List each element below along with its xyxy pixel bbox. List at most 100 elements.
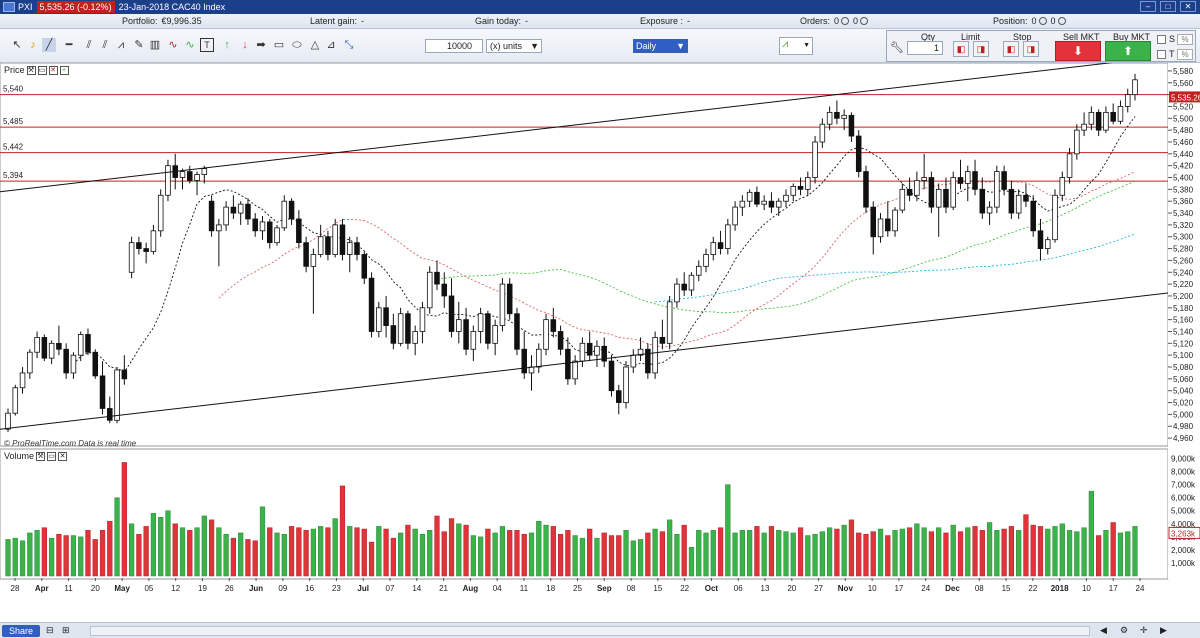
line-icon[interactable]: ╱ bbox=[42, 38, 56, 52]
ellipse-icon[interactable]: ⬭ bbox=[292, 39, 302, 51]
settings-icon[interactable]: ⚙ bbox=[1120, 625, 1129, 635]
chart-scrollbar[interactable] bbox=[90, 626, 1090, 636]
price-volume-chart[interactable]: 5,580 5,560 5,540 5,520 5,500 5,480 5,460 5,440… bbox=[0, 63, 1200, 622]
candle-body bbox=[1059, 177, 1066, 196]
channel-icon[interactable]: ⫽ bbox=[102, 39, 108, 51]
brush-icon[interactable]: ✎ bbox=[134, 39, 144, 51]
y-axis-area bbox=[1168, 63, 1200, 579]
volume-bar bbox=[310, 528, 316, 577]
zoom-in-icon[interactable]: ⊞ bbox=[62, 625, 70, 635]
triangle-icon[interactable]: △ bbox=[310, 39, 320, 51]
candle-body bbox=[965, 171, 971, 184]
volume-bar bbox=[412, 528, 418, 577]
text-icon[interactable]: T bbox=[200, 38, 214, 52]
timeframe-select[interactable]: Daily ▼ bbox=[633, 39, 688, 53]
price-tick-label: 5,220 bbox=[1173, 280, 1194, 289]
volume-bar bbox=[499, 526, 506, 577]
close-icon[interactable]: ✕ bbox=[1180, 1, 1196, 12]
candle-body bbox=[143, 248, 149, 252]
volume-bar bbox=[434, 515, 440, 577]
stop-label: Stop bbox=[1013, 32, 1032, 42]
minimize-icon[interactable]: – bbox=[1140, 1, 1156, 12]
fib-icon[interactable]: ⫽ bbox=[86, 39, 92, 51]
volume-bar bbox=[630, 540, 636, 577]
price-tick-label: 5,580 bbox=[1173, 67, 1194, 76]
candle-body bbox=[346, 242, 353, 255]
position-info[interactable]: Position: 0 0 bbox=[993, 16, 1066, 26]
candle-body bbox=[935, 188, 942, 208]
candle-body bbox=[906, 188, 913, 196]
scroll-left-icon[interactable]: ◀ bbox=[1100, 625, 1107, 635]
compare-icon[interactable]: ∿ bbox=[185, 39, 195, 51]
volume-bar bbox=[928, 531, 935, 577]
t-label: T bbox=[1169, 49, 1175, 59]
window-icon[interactable]: ▭ bbox=[47, 451, 57, 461]
candle-body bbox=[543, 319, 549, 350]
crosshair-icon[interactable]: ✛ bbox=[1140, 625, 1148, 635]
x-tick-label: 21 bbox=[439, 584, 448, 593]
level-label: 5,485 bbox=[3, 117, 24, 126]
rect-icon[interactable]: ▭ bbox=[273, 39, 285, 51]
orders-info[interactable]: Orders: 0 0 bbox=[800, 16, 869, 26]
candle-body bbox=[376, 307, 382, 332]
maximize-icon[interactable]: □ bbox=[1160, 1, 1176, 12]
add-icon[interactable]: + bbox=[59, 65, 69, 75]
volume-bar bbox=[572, 535, 578, 577]
volume-bar bbox=[674, 533, 680, 577]
trash-icon[interactable]: ▥ bbox=[149, 39, 161, 51]
wrench-icon[interactable]: 🔧︎ bbox=[890, 42, 904, 54]
indicator-icon[interactable]: ∿ bbox=[168, 39, 178, 51]
candle-body bbox=[150, 230, 157, 252]
share-button[interactable]: Share bbox=[2, 625, 40, 637]
quantity-input[interactable]: 10000 bbox=[425, 39, 483, 53]
volume-bar bbox=[754, 526, 760, 577]
stop-sell-icon[interactable]: ◨ bbox=[1023, 41, 1039, 57]
volume-bar bbox=[448, 518, 455, 577]
s-checkbox[interactable] bbox=[1157, 35, 1166, 44]
volume-bar bbox=[427, 530, 433, 577]
stop-buy-icon[interactable]: ◧ bbox=[1003, 41, 1019, 57]
volume-bar bbox=[463, 524, 469, 577]
arrow-up-icon[interactable]: ↑ bbox=[224, 39, 230, 51]
scroll-right-icon[interactable]: ▶ bbox=[1160, 625, 1167, 635]
volume-bar bbox=[419, 533, 426, 577]
zoom-icon[interactable]: ⤡ bbox=[344, 39, 354, 51]
bell-icon[interactable]: ♪ bbox=[30, 39, 36, 51]
volume-bar bbox=[1059, 523, 1065, 577]
buy-mkt-button[interactable]: ⬆ bbox=[1105, 41, 1151, 61]
volume-bar bbox=[841, 524, 847, 577]
chart-type-icon: ⩘ bbox=[782, 38, 789, 50]
remove-icon[interactable]: ✕ bbox=[48, 65, 58, 75]
pointer-icon[interactable]: ↖ bbox=[12, 39, 22, 51]
window-icon[interactable]: ▭ bbox=[37, 65, 47, 75]
hline-icon[interactable]: ━ bbox=[65, 39, 73, 51]
close-icon[interactable]: ✕ bbox=[58, 451, 68, 461]
volume-bar bbox=[1016, 530, 1022, 577]
arrow-right-icon[interactable]: ➡ bbox=[256, 39, 266, 51]
volume-bar bbox=[208, 519, 215, 577]
zoom-out-icon[interactable]: ⊟ bbox=[46, 625, 54, 635]
wrench-icon[interactable]: ⚒ bbox=[36, 451, 46, 461]
qty-input[interactable]: 1 bbox=[907, 41, 943, 55]
last-price-label: 5,535.26 bbox=[1171, 93, 1200, 102]
t-checkbox[interactable] bbox=[1157, 50, 1166, 59]
candle-body bbox=[950, 177, 956, 208]
candle-body bbox=[121, 369, 128, 380]
s-pct-field[interactable]: % bbox=[1177, 34, 1193, 45]
sell-mkt-button[interactable]: ⬇ bbox=[1055, 41, 1101, 61]
fan-icon[interactable]: ⩘ bbox=[117, 39, 125, 51]
t-pct-field[interactable]: % bbox=[1177, 49, 1193, 60]
arrow-down-icon[interactable]: ↓ bbox=[242, 39, 248, 51]
x-tick-label: 20 bbox=[787, 584, 796, 593]
candle-body bbox=[245, 203, 251, 220]
limit-sell-icon[interactable]: ◨ bbox=[973, 41, 989, 57]
wrench-icon[interactable]: ⚒ bbox=[26, 65, 36, 75]
candle-body bbox=[790, 185, 797, 196]
chart-type-select[interactable]: ⩘ ▼ bbox=[779, 37, 813, 55]
volume-bar bbox=[1045, 528, 1051, 577]
candle-body bbox=[565, 348, 571, 380]
limit-buy-icon[interactable]: ◧ bbox=[953, 41, 969, 57]
volume-bar bbox=[972, 526, 978, 577]
measure-icon[interactable]: ⊿ bbox=[326, 39, 336, 51]
units-select[interactable]: (x) units ▼ bbox=[486, 39, 542, 53]
